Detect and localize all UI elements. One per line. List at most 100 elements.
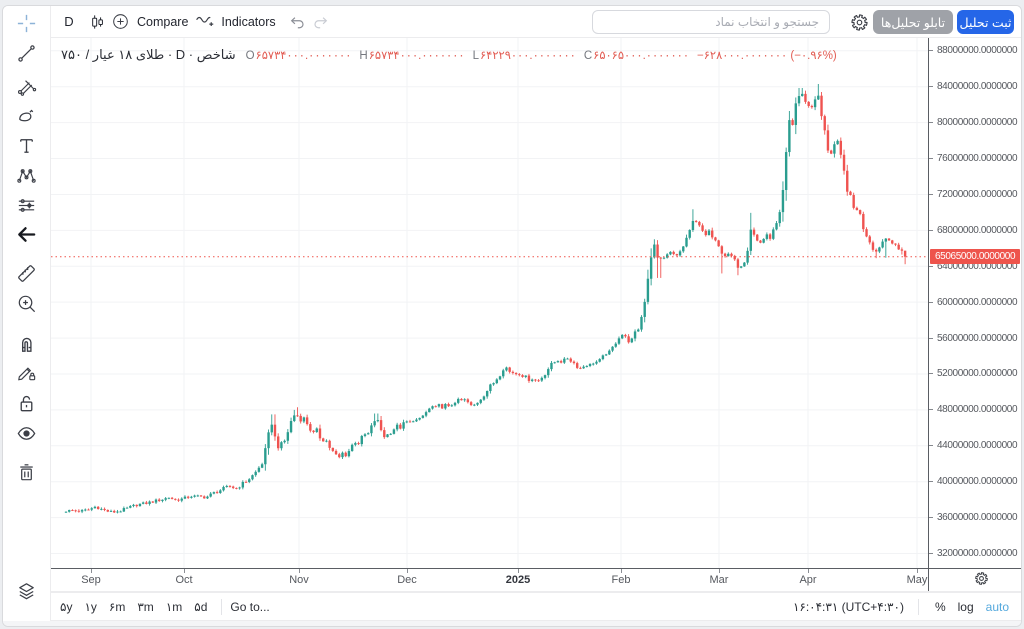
settings-gear-button[interactable] (849, 12, 870, 38)
time-tick-mark (91, 569, 92, 573)
lock-drawings-icon (20, 395, 33, 411)
range-button-d۵[interactable]: ۵d (194, 599, 208, 614)
hide-drawings-tool-button[interactable] (13, 419, 41, 447)
range-button-m۳[interactable]: ۳m (137, 599, 154, 614)
candle-body (505, 367, 508, 371)
candle-body (511, 371, 515, 373)
crosshair-tool-button[interactable] (13, 9, 41, 37)
time-tick-label: Apr (799, 574, 817, 586)
xabcd-pattern-tool-button[interactable] (13, 161, 41, 189)
candle-body (283, 440, 286, 443)
symbol-search-input[interactable]: جستجو و انتخاب نماد (592, 10, 830, 34)
candle-body (129, 506, 132, 508)
candle-body (791, 120, 794, 125)
analyses-board-button[interactable]: تابلو تحلیل‌ها (873, 10, 953, 34)
chart-style-button[interactable] (87, 12, 107, 32)
range-button-m۱[interactable]: ۱m (165, 599, 183, 614)
candle-body (633, 331, 637, 339)
candle-body (87, 509, 90, 511)
compare-button[interactable]: Compare (111, 12, 188, 31)
candle-body (460, 398, 463, 401)
forecast-tool-button[interactable] (13, 191, 41, 219)
trend-line-tool-button[interactable] (13, 39, 41, 67)
zoom-in-tool-button[interactable] (13, 289, 41, 317)
candle-body (620, 334, 624, 339)
magnet-tool-button[interactable] (13, 329, 41, 357)
candle-body (550, 362, 553, 370)
legend-separator: · (167, 47, 173, 62)
indicators-label: Indicators (221, 14, 276, 29)
time-tick-mark (621, 569, 622, 573)
arrow-tool-button[interactable] (13, 220, 41, 248)
candle-body (190, 496, 193, 498)
object-tree-tool-button[interactable] (13, 577, 41, 605)
top-toolbar: D Compare (51, 6, 1021, 38)
candles-icon (92, 14, 103, 29)
candle-body (694, 220, 698, 222)
candle-body (762, 238, 765, 243)
time-tick-mark (407, 569, 408, 573)
drawing-mode-tool-button[interactable] (13, 358, 41, 386)
auto-scale-button[interactable]: auto (985, 599, 1009, 614)
forecast-icon (18, 198, 35, 212)
goto-button[interactable]: Go to... (230, 599, 270, 614)
chart-plot-area[interactable] (51, 38, 928, 568)
range-buttons: ۵y ۱y ۶m ۳m ۱m ۵d (51, 597, 213, 617)
candle-body (592, 363, 595, 365)
candle-body (322, 438, 325, 442)
candle-body (199, 495, 203, 497)
last-price-label[interactable]: 65065000.0000000 (930, 249, 1020, 265)
candle-body (148, 501, 151, 504)
pitchfork-tool-button[interactable] (13, 71, 41, 99)
price-axis[interactable]: 88000000.0000000 84000000.0000000 80000000… (928, 38, 1021, 568)
range-button-y۱[interactable]: ۱y (84, 599, 97, 614)
candle-body (653, 244, 656, 258)
candle-body (492, 383, 495, 385)
ruler-icon (18, 264, 35, 282)
clock-label[interactable]: ۱۶:۰۴:۳۱ (UTC+۴:۳۰) (792, 599, 904, 614)
candle-body (367, 433, 370, 435)
candle-body (453, 402, 457, 406)
candle-body (71, 510, 74, 511)
ruler-tool-button[interactable] (13, 259, 41, 287)
undo-button[interactable] (287, 12, 307, 32)
axis-settings-gear[interactable] (973, 570, 990, 592)
candle-body (331, 447, 335, 451)
candle-body (858, 210, 862, 214)
text-tool-button[interactable] (13, 131, 41, 159)
candle-body (90, 508, 93, 510)
candle-body (312, 430, 315, 433)
candle-body (415, 419, 418, 422)
candle-body (810, 105, 814, 108)
remove-drawings-tool-button[interactable] (13, 458, 41, 486)
submit-analysis-button[interactable]: ثبت تحلیل (957, 10, 1014, 34)
candle-body (736, 259, 740, 268)
candle-body (743, 262, 746, 267)
candle-body (855, 207, 859, 211)
range-button-y۵[interactable]: ۵y (60, 599, 73, 614)
symbol-title[interactable]: شاخص · D · طلای ۱۸ عیار / ۷۵۰ (61, 47, 236, 63)
candle-body (784, 152, 788, 191)
percent-scale-button[interactable]: % (934, 599, 946, 614)
indicators-button[interactable]: Indicators (194, 11, 276, 32)
time-axis[interactable]: Sep Oct Nov Dec 2025 Feb Mar Apr May (51, 568, 1021, 592)
redo-button[interactable] (311, 12, 331, 32)
candle-body (611, 346, 614, 351)
lock-drawings-tool-button[interactable] (13, 389, 41, 417)
candle-body (871, 242, 875, 250)
symbol-name: شاخص (196, 47, 236, 62)
range-button-m۶[interactable]: ۶m (108, 599, 126, 614)
candle-body (752, 229, 756, 235)
log-scale-button[interactable]: log (957, 599, 974, 614)
candle-body (158, 499, 161, 502)
candle-body (273, 424, 277, 437)
candle-body (614, 343, 617, 347)
candle-body (801, 93, 804, 97)
price-tick-label: 64000000.0000000 (929, 259, 1021, 273)
brush-tool-button[interactable] (13, 101, 41, 129)
interval-button[interactable]: D (64, 14, 74, 29)
candle-body (412, 421, 415, 423)
candle-body (344, 452, 347, 457)
chart-application-window: D Compare (2, 5, 1022, 627)
candle-body (328, 440, 331, 448)
